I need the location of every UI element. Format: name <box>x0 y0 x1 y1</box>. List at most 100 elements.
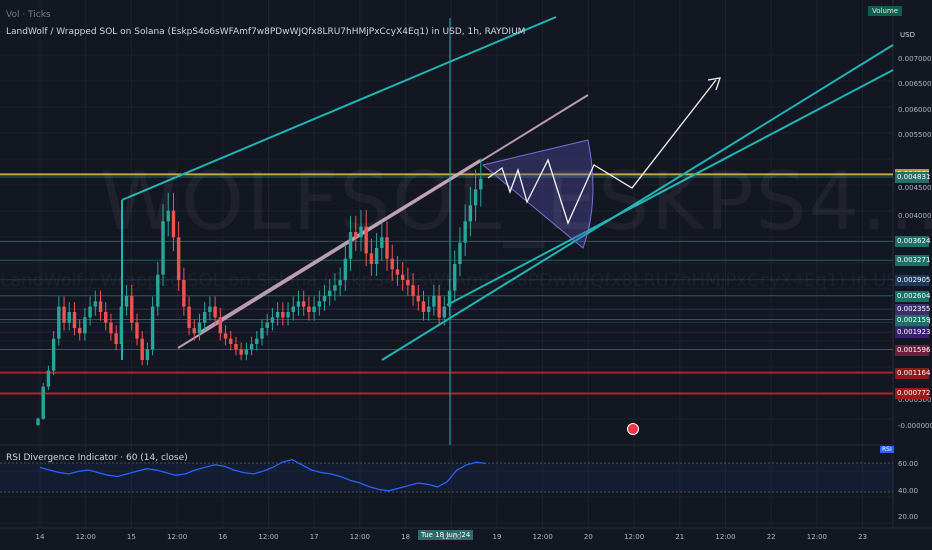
candle-body <box>385 237 389 259</box>
time-tick: 20 <box>583 533 593 541</box>
time-tick: 12:00 <box>532 533 553 541</box>
projection-wedge <box>481 139 594 249</box>
candle-body <box>275 312 280 318</box>
candle-body <box>421 301 426 312</box>
description-watermark: LandWolf / Wrapped SOL on Solana (EskpS4… <box>0 270 912 291</box>
candle-body <box>270 317 275 323</box>
candle-body <box>213 306 217 318</box>
candle-body <box>51 338 56 371</box>
candle-body <box>437 296 441 318</box>
channel-lower-2 <box>446 69 894 306</box>
price-tag: 0.002604 <box>895 290 931 302</box>
price-tag: 0.004831 <box>895 172 931 183</box>
candle-body <box>426 306 431 312</box>
candle-body <box>479 178 483 190</box>
candle-body <box>182 280 186 307</box>
price-tick: 0.005500 <box>898 131 932 139</box>
candle-body <box>468 205 473 222</box>
forecast-path <box>487 79 717 225</box>
us-flag-icon[interactable] <box>627 423 639 435</box>
candle-body <box>234 344 238 350</box>
candle-body <box>145 349 150 360</box>
time-tick: 18 <box>401 533 411 541</box>
candle-body <box>197 322 202 334</box>
time-tick: 17 <box>309 533 319 541</box>
candle-body <box>171 210 176 238</box>
candle-body <box>447 290 452 307</box>
time-tick: 12:00 <box>258 533 279 541</box>
candle-body <box>62 306 66 323</box>
price-tick: -0.000000 <box>898 422 932 430</box>
candle-body <box>229 338 233 344</box>
candle-body <box>354 232 358 238</box>
candle-body <box>322 296 327 302</box>
price-tag: 0.001164 <box>895 367 931 379</box>
price-tag: 0.000772 <box>895 388 931 400</box>
candle-body <box>343 258 348 280</box>
candle-body <box>260 328 264 339</box>
symbol-watermark: WOLFSOL_ESKPS4...USD, 1h <box>100 155 932 248</box>
candle-body <box>187 306 191 328</box>
price-tick: 0.000500 <box>898 396 932 404</box>
candle-body <box>255 338 259 344</box>
chart-title: LandWolf / Wrapped SOL on Solana (EskpS4… <box>6 27 526 37</box>
candle-body <box>458 242 462 264</box>
volume-button[interactable]: Volume <box>868 6 903 16</box>
candle-body <box>124 296 129 307</box>
candle-body <box>176 237 181 280</box>
time-tick: 12:00 <box>806 533 827 541</box>
time-tick: 19 <box>492 533 502 541</box>
time-tick: 21 <box>675 533 685 541</box>
candle-body <box>333 285 337 291</box>
rsi-tick: 20.00 <box>898 513 919 521</box>
pink-channel-upper <box>177 94 589 349</box>
time-tick: 22 <box>766 533 776 541</box>
candle-body <box>364 226 368 254</box>
candle-body <box>83 317 87 334</box>
time-tick: 23 <box>858 533 868 541</box>
price-tag: 0.001596 <box>895 344 931 356</box>
time-tick: 12:00 <box>349 533 370 541</box>
candle-body <box>374 248 379 264</box>
candle-body <box>130 296 134 323</box>
candle-body <box>114 333 118 344</box>
channel-upper <box>121 16 557 201</box>
candle-body <box>156 274 160 307</box>
candle-body <box>57 306 61 339</box>
channel-lower-1 <box>381 44 894 361</box>
candle-body <box>192 328 196 334</box>
candle-body <box>338 280 342 286</box>
candle-body <box>348 232 353 259</box>
rsi-band <box>0 463 893 492</box>
candle-body <box>36 418 40 426</box>
candle-body <box>432 296 436 307</box>
price-tick: 0.004500 <box>898 184 932 192</box>
rsi-series <box>39 458 487 492</box>
candle-body <box>411 285 415 296</box>
candle-body <box>135 322 139 339</box>
time-tick: 14 <box>35 533 45 541</box>
candles <box>36 158 483 426</box>
currency-label[interactable]: USD <box>900 31 915 39</box>
rsi-tick: 40.00 <box>898 487 919 495</box>
rsi-badge[interactable]: RSI <box>880 446 894 453</box>
candle-body <box>395 269 400 275</box>
candle-body <box>67 312 71 323</box>
candle-body <box>223 333 228 339</box>
price-tick: 0.006500 <box>898 80 932 88</box>
candle-body <box>369 253 374 264</box>
price-tick: 0.004000 <box>898 212 932 220</box>
time-tick: 12:00 <box>167 533 188 541</box>
candle-body <box>202 312 207 323</box>
price-tag: 0.002159 <box>895 314 931 326</box>
candle-body <box>359 226 363 238</box>
candle-body <box>208 306 212 312</box>
price-tag: 0.002355 <box>895 304 931 316</box>
price-tag: 0.001923 <box>895 327 931 339</box>
candle-body <box>406 280 410 286</box>
candle-body <box>286 312 290 318</box>
candle-body <box>166 210 170 222</box>
rsi-line <box>39 458 487 492</box>
candle-body <box>150 306 155 350</box>
grid <box>0 0 932 529</box>
